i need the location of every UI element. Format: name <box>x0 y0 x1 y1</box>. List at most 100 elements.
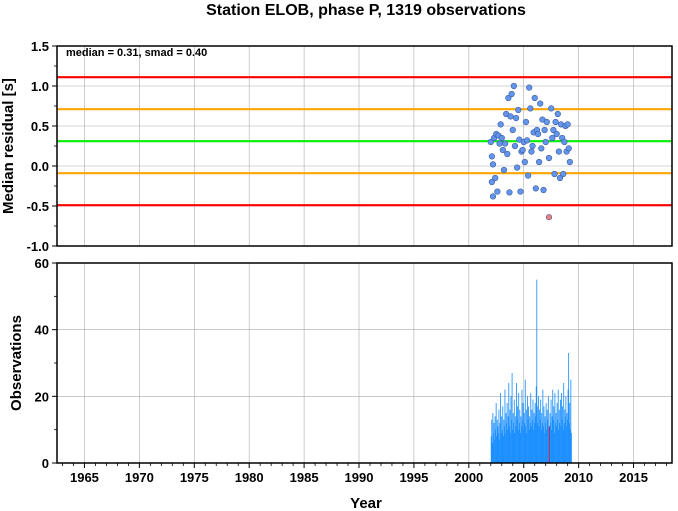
observation-bar <box>512 413 514 463</box>
residual-point <box>507 113 514 120</box>
observation-bar <box>511 373 513 463</box>
residual-point <box>523 137 531 144</box>
observation-bar <box>522 403 524 463</box>
observation-bar <box>552 419 554 463</box>
observation-bar <box>531 409 533 463</box>
observation-bar <box>564 409 566 463</box>
residual-point <box>521 158 528 166</box>
stats-annotation: median = 0.31, smad = 0.40 <box>66 47 207 59</box>
residual-point <box>536 158 543 166</box>
x-tick-label: 1965 <box>70 470 99 485</box>
residual-point <box>540 186 547 194</box>
observation-bar <box>501 429 503 463</box>
observation-bar <box>568 423 570 463</box>
observation-bar <box>510 433 511 463</box>
observation-bar <box>523 413 525 463</box>
residual-point <box>541 126 548 134</box>
observation-bar <box>545 423 547 463</box>
observation-bar <box>553 406 555 463</box>
residual-point <box>564 121 571 128</box>
observation-bar <box>538 426 540 463</box>
residual-point <box>543 118 550 126</box>
observation-bar <box>496 419 498 463</box>
observation-bar <box>551 429 553 463</box>
observation-bar <box>544 416 546 463</box>
observation-bar <box>560 426 562 463</box>
observation-bar <box>552 389 554 463</box>
observation-bar <box>558 429 560 463</box>
observation-bar <box>517 406 519 463</box>
reference-lines <box>57 76 672 207</box>
observation-bar <box>506 423 508 463</box>
residual-point <box>555 148 562 155</box>
x-tick-label: 2015 <box>619 470 648 485</box>
residual-point <box>525 172 532 179</box>
observation-bar <box>563 383 565 463</box>
observation-bar <box>556 426 557 463</box>
observation-bar <box>505 433 506 463</box>
observation-bar <box>529 423 531 463</box>
observation-bar <box>558 409 560 463</box>
observation-bar <box>500 393 501 463</box>
observation-bar <box>507 429 509 463</box>
observation-bar <box>561 393 562 463</box>
observation-bar <box>496 436 498 463</box>
observations-y-ticks: 0 20 40 60 <box>35 256 57 471</box>
residual-point <box>505 94 512 102</box>
observation-bar <box>514 433 516 463</box>
observation-bar <box>521 389 523 463</box>
observation-bar <box>549 426 550 463</box>
observation-bar <box>533 429 534 463</box>
residual-y-tick-label: -1.0 <box>27 239 49 254</box>
observation-bar <box>513 423 515 463</box>
residual-point <box>508 90 515 98</box>
observation-bar <box>530 426 532 463</box>
residual-point <box>492 174 499 182</box>
observation-bar <box>550 399 552 463</box>
observation-bar <box>543 406 545 463</box>
observation-bar <box>512 429 514 463</box>
residual-point <box>528 148 535 155</box>
residual-point <box>500 166 508 174</box>
residual-point <box>561 138 568 146</box>
observation-bar <box>562 429 564 463</box>
observation-bar <box>554 393 556 463</box>
observation-bar <box>533 413 535 463</box>
residual-point <box>522 118 530 126</box>
observation-bar <box>509 409 511 463</box>
residual-point <box>556 174 564 182</box>
residual-point <box>517 188 524 195</box>
observation-bar <box>524 423 526 463</box>
observation-bar <box>549 413 551 463</box>
observation-bar <box>517 429 519 463</box>
residual-y-tick-label: 0.0 <box>31 159 49 174</box>
residual-point <box>542 138 549 146</box>
observation-bar <box>526 433 528 463</box>
residual-point <box>511 142 519 150</box>
observation-bar <box>518 423 520 463</box>
observation-bar <box>525 409 527 463</box>
observation-bar <box>557 419 559 463</box>
observation-bar <box>492 413 494 463</box>
observation-bars <box>490 279 572 463</box>
observations-y-tick-label: 60 <box>35 256 49 271</box>
observation-bar <box>570 433 572 463</box>
observation-bar <box>520 416 522 463</box>
residual-points <box>487 82 573 221</box>
observation-bar <box>520 426 522 463</box>
observation-bar <box>555 423 556 463</box>
observation-bar <box>565 396 567 463</box>
residual-point <box>529 142 536 150</box>
observation-bar <box>556 403 558 463</box>
residual-point <box>553 130 560 138</box>
residual-point <box>487 138 494 146</box>
residual-point <box>527 105 534 112</box>
residual-point <box>554 110 561 118</box>
residual-point <box>498 134 505 142</box>
observation-bar <box>559 423 561 463</box>
residual-point <box>565 145 572 152</box>
observation-bar <box>505 413 507 463</box>
residual-grid <box>57 45 672 247</box>
observation-bar <box>501 416 503 463</box>
residual-point <box>489 193 497 200</box>
